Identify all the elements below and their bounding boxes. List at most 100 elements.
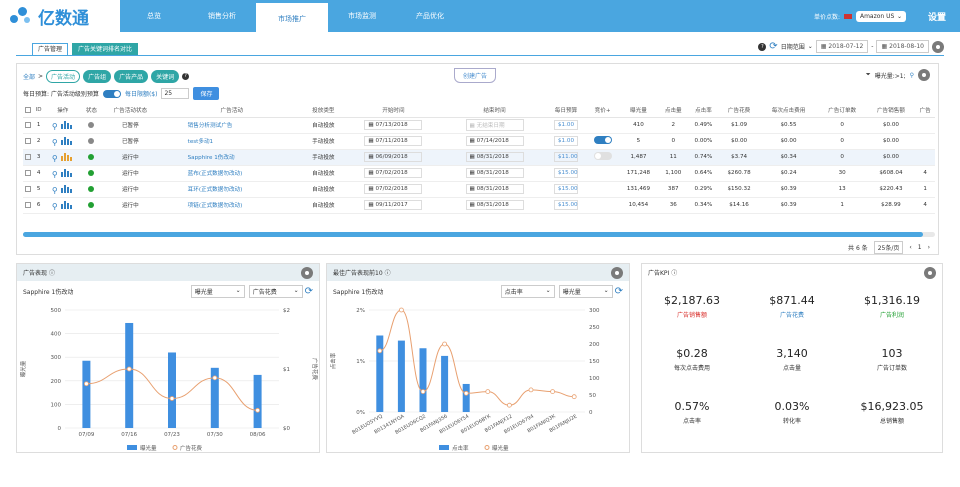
search-icon[interactable]: ⚲ bbox=[51, 153, 58, 163]
col-header[interactable]: 开始时间 bbox=[342, 104, 444, 118]
store-select[interactable]: Amazon US ⌄ bbox=[855, 10, 906, 22]
logo[interactable]: 亿数通 bbox=[0, 0, 120, 32]
end-date[interactable]: ▦ 07/14/2018 bbox=[443, 133, 546, 150]
col-header[interactable]: 点击率 bbox=[687, 104, 719, 118]
chip-adgroup[interactable]: 广告组 bbox=[83, 70, 112, 83]
table-row[interactable]: 3 ⚲ 运行中 Sapphire 1伤改动 手动投放 ▦ 06/09/2018 … bbox=[23, 149, 935, 166]
col-header[interactable]: 操作 bbox=[43, 104, 82, 118]
col-header[interactable]: 曝光量 bbox=[618, 104, 659, 118]
row-checkbox[interactable] bbox=[23, 181, 34, 198]
campaign-name-link[interactable]: 耳环(正式数据勿改动) bbox=[159, 181, 304, 198]
search-icon[interactable]: ⚲ bbox=[909, 71, 914, 79]
table-row[interactable]: 6 ⚲ 运行中 项链(正式数据勿改动) 自动投放 ▦ 09/11/2017 ▦ … bbox=[23, 197, 935, 214]
search-icon[interactable]: ⚲ bbox=[51, 185, 58, 195]
save-button[interactable]: 保存 bbox=[193, 87, 220, 100]
bar-chart-icon[interactable] bbox=[60, 152, 74, 161]
start-date[interactable]: ▦ 09/11/2017 bbox=[342, 197, 444, 214]
tab-ad-manage[interactable]: 广告管理 bbox=[32, 43, 69, 55]
gear-icon[interactable] bbox=[301, 266, 313, 279]
daily-budget[interactable]: $11.00 bbox=[545, 149, 587, 166]
filter-all[interactable]: 全部 bbox=[23, 74, 36, 81]
bar-chart-icon[interactable] bbox=[60, 200, 74, 209]
chip-keyword[interactable]: 关键词 bbox=[151, 70, 180, 83]
gear-icon[interactable] bbox=[932, 40, 944, 53]
gear-icon[interactable] bbox=[611, 266, 623, 279]
filter-icon[interactable]: ⏷ bbox=[865, 71, 871, 78]
row-checkbox[interactable] bbox=[23, 149, 34, 166]
tab-keyword-rank[interactable]: 广告关键词排名对比 bbox=[72, 43, 139, 55]
metric-select-2[interactable]: 曝光量 ⌄ bbox=[558, 285, 613, 298]
daily-budget[interactable]: $1.00 bbox=[545, 133, 587, 150]
col-header[interactable]: 广告 bbox=[915, 104, 935, 118]
col-header[interactable]: 每次点击费用 bbox=[759, 104, 818, 118]
campaign-name-link[interactable]: 项链(正式数据勿改动) bbox=[159, 197, 304, 214]
col-header[interactable]: 竞价+ bbox=[586, 104, 619, 118]
date-from[interactable]: ▦ 2018-07-12 bbox=[815, 40, 869, 53]
horizontal-scrollbar[interactable] bbox=[23, 232, 935, 237]
col-header[interactable]: 状态 bbox=[81, 104, 102, 118]
row-checkbox[interactable] bbox=[23, 117, 34, 134]
col-header[interactable]: 每日预算 bbox=[545, 104, 587, 118]
campaign-name-link[interactable]: test多动1 bbox=[159, 133, 304, 150]
search-icon[interactable]: ⚲ bbox=[51, 121, 58, 131]
col-header[interactable]: 点击量 bbox=[658, 104, 688, 118]
start-date[interactable]: ▦ 07/02/2018 bbox=[342, 181, 444, 198]
bar-chart-icon[interactable] bbox=[60, 136, 74, 145]
metric-select-1[interactable]: 点击率 ⌄ bbox=[500, 285, 555, 298]
bid-toggle[interactable] bbox=[593, 136, 612, 144]
col-header[interactable]: 广告活动 bbox=[159, 104, 304, 118]
chevron-down-icon[interactable]: ⌄ bbox=[807, 43, 813, 50]
end-date[interactable]: ▦ 08/31/2018 bbox=[443, 149, 546, 166]
end-date[interactable]: ▦ 08/31/2018 bbox=[443, 197, 546, 214]
nav-sales-analysis[interactable]: 销售分析 bbox=[208, 12, 236, 20]
refresh-icon[interactable]: ⟳ bbox=[769, 41, 778, 52]
gear-icon[interactable] bbox=[924, 266, 936, 279]
gear-icon[interactable] bbox=[918, 69, 930, 81]
budget-toggle[interactable] bbox=[102, 89, 121, 98]
help-icon[interactable]: ? bbox=[182, 73, 190, 80]
search-icon[interactable]: ⚲ bbox=[51, 201, 58, 211]
end-date[interactable]: ▦ 08/31/2018 bbox=[443, 165, 546, 182]
current-page[interactable]: 1 bbox=[917, 244, 922, 251]
row-checkbox[interactable] bbox=[23, 197, 34, 214]
daily-budget[interactable]: $15.00 bbox=[545, 165, 587, 182]
campaign-name-link[interactable]: 蓝布(正式数据勿改动) bbox=[159, 165, 304, 182]
next-page-icon[interactable]: › bbox=[927, 244, 930, 251]
col-header[interactable]: 广告订单数 bbox=[817, 104, 867, 118]
bar-chart-icon[interactable] bbox=[60, 120, 74, 129]
end-date[interactable]: ▦ 无结束日期 bbox=[443, 117, 546, 134]
campaign-name-link[interactable]: Sapphire 1伤改动 bbox=[159, 149, 304, 166]
start-date[interactable]: ▦ 06/09/2018 bbox=[342, 149, 444, 166]
col-header[interactable]: ID bbox=[33, 104, 44, 118]
table-row[interactable]: 1 ⚲ 已暂停 销售分析测试广告 自动投放 ▦ 07/13/2018 ▦ 无结束… bbox=[23, 117, 935, 134]
chip-campaign[interactable]: 广告活动 bbox=[46, 70, 81, 83]
daily-budget[interactable]: $1.00 bbox=[545, 117, 587, 134]
start-date[interactable]: ▦ 07/11/2018 bbox=[342, 133, 444, 150]
refresh-icon[interactable]: ⟳ bbox=[614, 286, 623, 297]
help-icon[interactable]: ? bbox=[758, 42, 767, 51]
refresh-icon[interactable]: ⟳ bbox=[304, 286, 313, 297]
nav-overview[interactable]: 总览 bbox=[147, 12, 161, 20]
chip-product[interactable]: 广告产品 bbox=[114, 70, 149, 83]
nav-market-monitor[interactable]: 市场监测 bbox=[348, 12, 376, 20]
col-header[interactable]: 广告活动状态 bbox=[101, 104, 160, 118]
search-icon[interactable]: ⚲ bbox=[51, 137, 58, 147]
table-row[interactable]: 4 ⚲ 运行中 蓝布(正式数据勿改动) 自动投放 ▦ 07/02/2018 ▦ … bbox=[23, 165, 935, 182]
table-row[interactable]: 2 ⚲ 已暂停 test多动1 手动投放 ▦ 07/11/2018 ▦ 07/1… bbox=[23, 133, 935, 150]
create-ad-button[interactable]: 创建广告 bbox=[454, 68, 497, 83]
bid-toggle[interactable] bbox=[593, 152, 612, 160]
start-date[interactable]: ▦ 07/02/2018 bbox=[342, 165, 444, 182]
search-icon[interactable]: ⚲ bbox=[51, 169, 58, 179]
nav-product-optimize[interactable]: 产品优化 bbox=[416, 12, 444, 20]
metric-select-1[interactable]: 曝光量 ⌄ bbox=[190, 285, 245, 298]
row-checkbox[interactable] bbox=[23, 165, 34, 182]
metric-select-2[interactable]: 广告花费 ⌄ bbox=[248, 285, 303, 298]
page-size-select[interactable]: 25条/页 bbox=[873, 241, 904, 254]
prev-page-icon[interactable]: ‹ bbox=[909, 244, 912, 251]
daily-budget[interactable]: $15.00 bbox=[545, 181, 587, 198]
daily-limit-input[interactable]: 25 bbox=[161, 88, 190, 99]
nav-marketing[interactable]: 市场推广 bbox=[256, 0, 328, 32]
settings-link[interactable]: 设置 bbox=[927, 12, 946, 23]
select-all-checkbox[interactable] bbox=[23, 104, 34, 118]
end-date[interactable]: ▦ 08/31/2018 bbox=[443, 181, 546, 198]
